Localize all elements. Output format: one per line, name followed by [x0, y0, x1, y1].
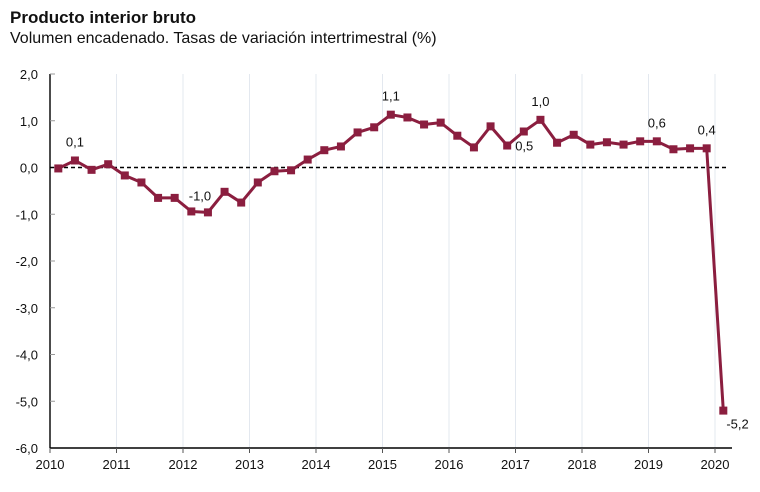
x-axis: 2010 2011 2012 2013 2014 2015 2016 2017 2018 2019…	[36, 447, 732, 472]
data-label: 0,4	[698, 122, 716, 137]
data-point-marker	[120, 171, 129, 180]
data-point-marker	[54, 164, 63, 173]
data-point-marker	[253, 178, 262, 187]
data-label: -1,0	[189, 188, 211, 203]
data-point-marker	[519, 127, 528, 136]
y-tick-label: -5,0	[16, 394, 38, 409]
data-label: 0,1	[66, 134, 84, 149]
data-point-marker	[719, 406, 728, 415]
x-tick-label: 2012	[169, 457, 198, 472]
data-point-marker	[303, 155, 312, 164]
data-point-marker	[453, 131, 462, 140]
y-tick-label: 0,0	[20, 161, 38, 176]
series-markers	[54, 110, 728, 415]
data-point-marker	[420, 120, 429, 129]
data-point-marker	[602, 138, 611, 147]
series-line	[57, 113, 725, 411]
x-tick-label: 2017	[501, 457, 530, 472]
x-tick-label: 2010	[36, 457, 65, 472]
y-tick-label: 1,0	[20, 114, 38, 129]
x-tick-label: 2011	[103, 457, 131, 472]
y-tick-label: -1,0	[16, 207, 38, 222]
data-point-marker	[203, 208, 212, 217]
data-label: 1,0	[531, 94, 549, 109]
data-label: 0,6	[648, 115, 666, 130]
data-point-marker	[403, 113, 412, 122]
data-point-marker	[619, 140, 628, 149]
x-tick-label: 2018	[568, 457, 597, 472]
data-point-marker	[154, 193, 163, 202]
data-point-marker	[237, 198, 246, 207]
data-point-marker	[586, 140, 595, 149]
grid-lines	[116, 74, 716, 448]
data-point-marker	[386, 110, 395, 119]
data-point-marker	[503, 141, 512, 150]
data-point-marker	[137, 178, 146, 187]
data-point-marker	[336, 142, 345, 151]
data-point-marker	[436, 118, 445, 127]
data-point-marker	[220, 187, 229, 196]
x-tick-label: 2020	[701, 457, 730, 472]
y-tick-label: 2,0	[20, 67, 38, 82]
data-point-marker	[170, 193, 179, 202]
data-point-marker	[702, 144, 711, 153]
data-label: 1,1	[382, 89, 400, 104]
x-tick-label: 2014	[302, 457, 331, 472]
data-label: 0,5	[515, 139, 533, 154]
data-point-marker	[287, 166, 296, 175]
series-polyline	[57, 113, 725, 411]
data-point-marker	[636, 137, 645, 146]
chart-title: Producto interior bruto	[10, 8, 197, 27]
x-tick-label: 2013	[235, 457, 264, 472]
x-tick-label: 2015	[368, 457, 397, 472]
data-point-marker	[652, 137, 661, 146]
x-tick-label: 2016	[435, 457, 464, 472]
data-point-marker	[686, 144, 695, 153]
data-label: -5,2	[726, 417, 748, 432]
y-tick-label: -6,0	[16, 441, 38, 456]
data-point-marker	[486, 122, 495, 131]
data-point-marker	[469, 143, 478, 152]
data-point-marker	[536, 115, 545, 124]
chart-subtitle: Volumen encadenado. Tasas de variación i…	[10, 30, 437, 47]
data-point-marker	[569, 130, 578, 139]
data-point-marker	[669, 145, 678, 154]
data-point-marker	[87, 165, 96, 174]
data-point-marker	[370, 123, 379, 132]
y-tick-label: -3,0	[16, 301, 38, 316]
data-point-marker	[553, 138, 562, 147]
data-point-marker	[70, 156, 79, 165]
x-tick-label: 2019	[634, 457, 663, 472]
data-point-marker	[187, 207, 196, 216]
data-labels: 0,1 -1,0 1,1 0,5 1,0 0,6 0,4 -5,2	[66, 89, 749, 432]
data-point-marker	[270, 167, 279, 176]
data-point-marker	[353, 128, 362, 137]
y-tick-label: -4,0	[16, 348, 38, 363]
data-point-marker	[320, 146, 329, 155]
y-axis: 2,0 1,0 0,0 -1,0 -2,0 -3,0 -4,0 -5,0 -6,0	[16, 67, 55, 456]
data-point-marker	[104, 160, 113, 169]
y-tick-label: -2,0	[16, 254, 38, 269]
